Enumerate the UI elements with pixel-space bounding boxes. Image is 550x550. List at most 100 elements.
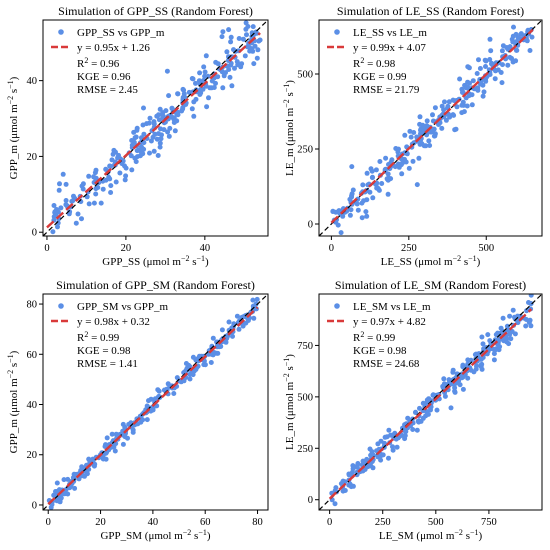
data-point <box>141 105 146 111</box>
data-point <box>157 144 163 150</box>
x-axis-label-exp2: −1 <box>470 528 479 537</box>
data-point <box>396 164 402 170</box>
data-point <box>51 203 57 208</box>
data-point <box>186 89 192 95</box>
data-point <box>368 166 374 172</box>
data-point <box>219 327 225 333</box>
x-tick-label: 0 <box>44 243 49 254</box>
x-tick-label: 40 <box>200 243 211 254</box>
scatter-panel-2: Simulation of LE_SS (Random Forest) 0 250 5… <box>282 4 543 268</box>
data-point <box>370 195 376 201</box>
panel-title: Simulation of GPP_SM (Random Forest) <box>56 278 255 292</box>
data-point <box>355 207 361 213</box>
data-point <box>229 83 235 89</box>
data-point <box>434 407 440 413</box>
data-point <box>446 380 452 386</box>
data-point <box>151 148 157 154</box>
data-point <box>377 159 383 164</box>
data-point <box>417 121 423 127</box>
data-point <box>191 113 197 119</box>
x-axis-label-base: LE_SS (μmol m <box>381 256 453 268</box>
x-axis-label-base: GPP_SM (μmol m <box>100 530 183 542</box>
x-axis-label-end: ) <box>477 256 481 268</box>
data-point <box>206 95 211 101</box>
data-point <box>359 215 365 221</box>
data-point <box>441 107 447 113</box>
fit-line <box>330 28 534 224</box>
data-point <box>109 431 115 437</box>
data-point <box>107 163 113 169</box>
data-point <box>500 315 506 321</box>
data-point <box>515 35 521 40</box>
data-point <box>242 53 248 59</box>
r2-stat: R2 = 0.96 <box>77 56 120 70</box>
data-point <box>189 76 195 81</box>
data-point <box>491 357 497 363</box>
data-point <box>213 80 218 86</box>
data-point <box>186 362 192 368</box>
data-point <box>193 80 198 86</box>
data-point <box>432 133 438 139</box>
data-point <box>144 403 150 409</box>
data-point <box>251 61 257 67</box>
data-point <box>442 393 448 399</box>
data-point <box>166 133 172 139</box>
data-point <box>57 499 63 505</box>
kge-stat: KGE = 0.99 <box>353 71 407 83</box>
data-point <box>60 171 66 177</box>
data-point <box>465 357 471 363</box>
r2-stat: R2 = 0.99 <box>77 330 120 344</box>
data-point <box>498 325 504 331</box>
data-point <box>410 158 416 164</box>
data-point <box>249 46 255 52</box>
fit-line <box>47 306 259 506</box>
data-point <box>467 80 472 86</box>
r2-exponent: 2 <box>360 330 364 339</box>
data-point <box>452 389 458 395</box>
y-axis-label-end: ) <box>284 80 296 84</box>
data-point <box>178 379 184 385</box>
data-point <box>480 93 486 99</box>
data-point <box>479 361 485 367</box>
data-point <box>446 99 452 105</box>
x-axis-label-exp1: −2 <box>453 254 462 263</box>
x-tick-label: 20 <box>95 517 106 528</box>
data-point <box>70 245 75 250</box>
data-point <box>464 103 470 109</box>
data-point <box>459 375 465 381</box>
rmse-stat: RMSE = 2.45 <box>77 84 138 96</box>
y-axis-label-base: LE_m (μmol m <box>284 381 296 450</box>
data-point <box>424 118 430 124</box>
data-point <box>513 58 519 64</box>
data-point <box>132 135 138 141</box>
data-point <box>460 386 466 392</box>
x-tick-label: 20 <box>121 243 132 254</box>
data-point <box>198 86 204 92</box>
data-point <box>100 186 106 192</box>
data-point <box>156 117 162 123</box>
data-point <box>71 193 76 199</box>
data-point <box>504 323 510 329</box>
data-point <box>157 140 163 146</box>
data-point <box>197 92 203 97</box>
x-axis-label-mid: s <box>461 256 468 268</box>
scatter-panel-4: Simulation of LE_SM (Random Forest) 0 250 5… <box>282 278 543 542</box>
data-point <box>54 480 60 486</box>
data-point <box>98 200 104 206</box>
data-point <box>504 335 509 341</box>
data-point <box>80 186 86 192</box>
x-axis-label-end: ) <box>478 530 482 542</box>
data-point <box>454 104 460 110</box>
data-point <box>423 143 429 149</box>
data-point <box>390 444 395 450</box>
data-point <box>510 39 516 45</box>
y-tick-label: 500 <box>297 70 313 81</box>
plot-frame <box>318 293 543 511</box>
data-point <box>58 205 64 211</box>
y-axis-label-base: GPP_m (μmol m <box>8 104 20 179</box>
data-point <box>202 362 208 368</box>
data-point <box>411 130 417 135</box>
x-tick-label: 0 <box>327 517 332 528</box>
data-point <box>112 448 118 454</box>
r2-symbol: R <box>77 332 85 344</box>
